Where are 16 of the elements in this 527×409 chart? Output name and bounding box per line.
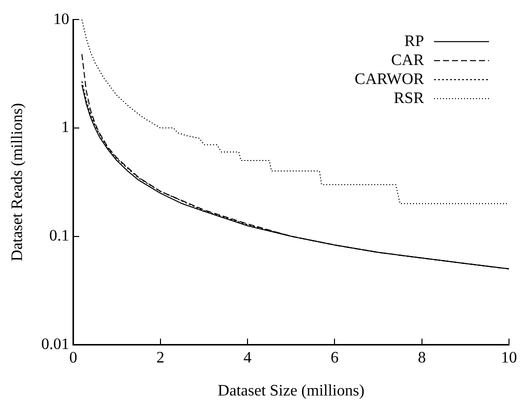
x-tick-label: 6	[330, 349, 339, 366]
legend-label: CAR	[391, 52, 424, 69]
y-tick-label: 1	[61, 119, 70, 136]
legend-label: RSR	[394, 90, 424, 107]
x-axis-title: Dataset Size (millions)	[218, 382, 364, 400]
x-tick-label: 8	[418, 349, 426, 366]
x-tick-label: 0	[69, 349, 78, 366]
x-tick-label: 2	[156, 349, 164, 366]
legend-label: RP	[404, 32, 424, 50]
x-tick-label: 4	[244, 349, 252, 366]
x-tick-label: 10	[501, 349, 517, 366]
legend-label: CARWOR	[354, 70, 424, 88]
y-tick-label: 10	[53, 10, 70, 28]
y-tick-label: 0.1	[49, 227, 70, 244]
y-tick-label: 0.01	[41, 336, 70, 353]
y-axis-title: Dataset Reads (millions)	[8, 103, 26, 262]
